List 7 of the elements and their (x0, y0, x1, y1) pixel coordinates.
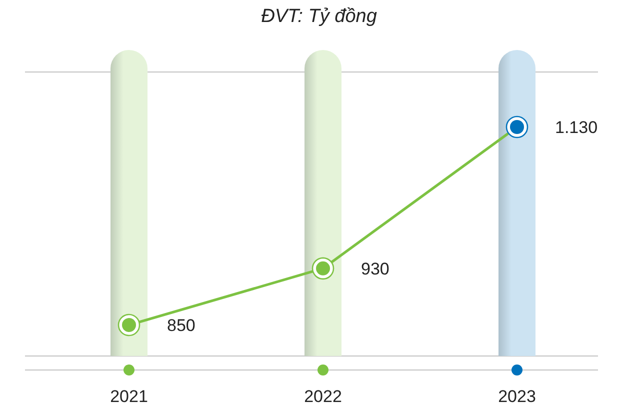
data-label: 850 (167, 316, 196, 335)
x-tick-label: 2023 (498, 387, 536, 406)
x-tick-label: 2021 (110, 387, 148, 406)
data-label: 1.130 (555, 118, 598, 137)
x-tick-label: 2022 (304, 387, 342, 406)
chart-title: ĐVT: Tỷ đồng (260, 6, 378, 28)
data-label: 930 (361, 259, 390, 278)
